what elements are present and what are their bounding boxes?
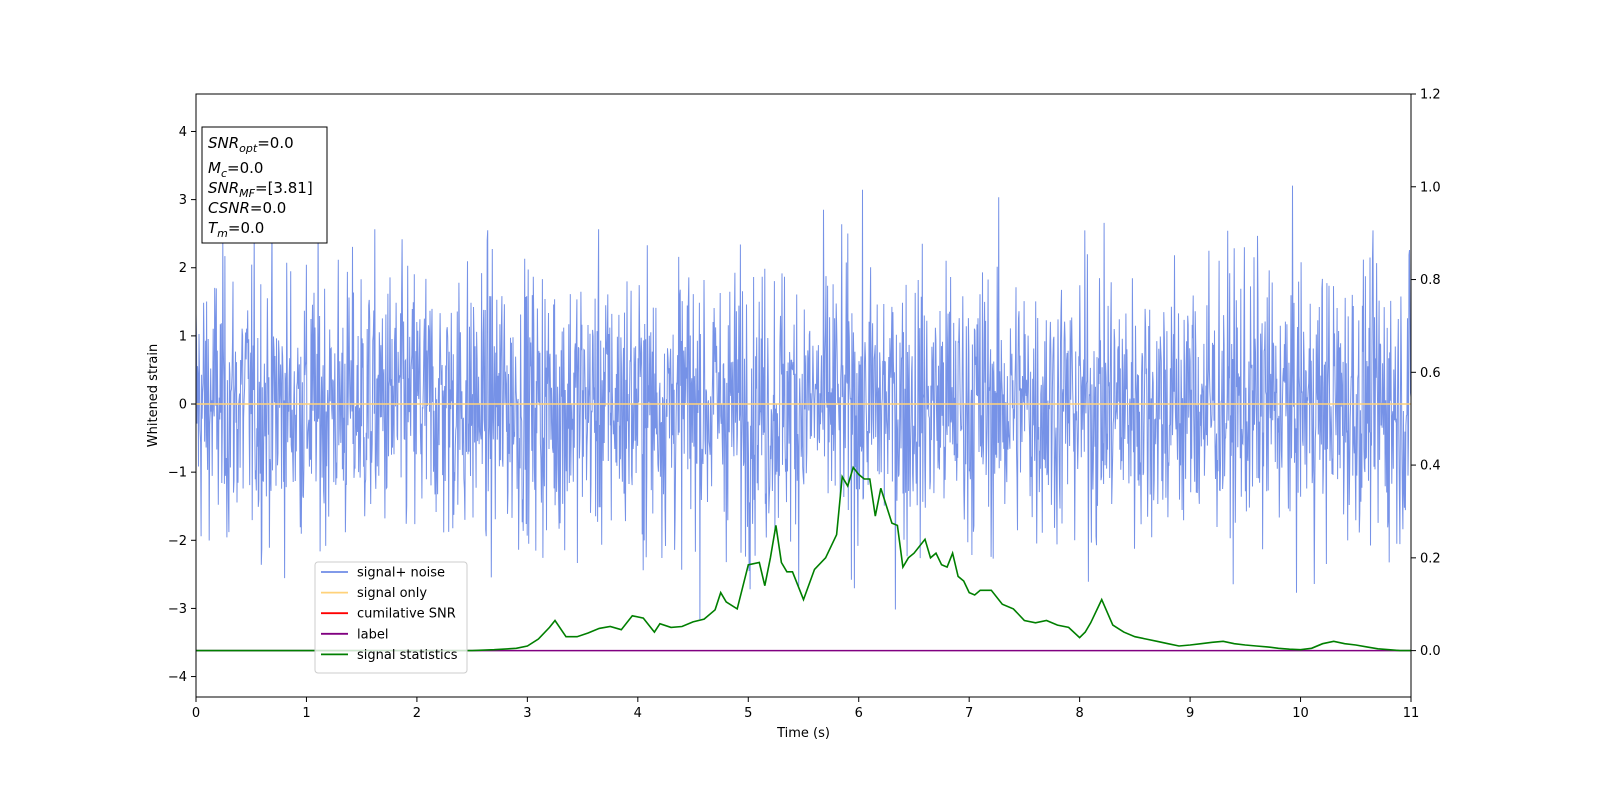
plot-frame <box>195 93 1412 698</box>
x-axis-label: Time (s) <box>776 726 830 741</box>
x-tick-label: 0 <box>192 706 200 721</box>
y-right-tick-label: 1.0 <box>1420 180 1441 195</box>
info-box-frame <box>201 126 328 244</box>
y-axis-label: Whitened strain <box>146 344 161 447</box>
x-tick-label: 10 <box>1292 706 1309 721</box>
y-right-tick-label: 0.4 <box>1420 459 1441 474</box>
info-row: SNRMF=[3.81] <box>208 179 313 200</box>
y-left-tick-label: −3 <box>168 602 187 617</box>
x-tick-label: 2 <box>413 706 421 721</box>
x-tick-label: 5 <box>744 706 752 721</box>
x-tick-label: 1 <box>302 706 310 721</box>
legend: signal+ noise signal only cumilative SNR la… <box>314 561 468 674</box>
axis-ticks: 0 1 2 3 4 5 6 7 8 9 10 11 −4 −3 −2 −1 0 1 2 3 4 0.0 0.2 0.4 0.6 0… <box>168 88 1441 722</box>
info-row: CSNR=0.0 <box>208 199 286 217</box>
x-tick-label: 3 <box>523 706 531 721</box>
x-tick-label: 4 <box>634 706 642 721</box>
y-left-tick-label: 0 <box>179 398 187 413</box>
y-right-tick-label: 0.2 <box>1420 551 1441 566</box>
y-left-tick-label: −1 <box>168 466 187 481</box>
legend-label: label <box>357 627 388 642</box>
signal-noise-series <box>195 185 1412 620</box>
legend-box <box>314 561 468 674</box>
legend-label: signal statistics <box>357 648 458 663</box>
info-row: SNRopt=0.0 <box>208 134 294 155</box>
y-right-tick-label: 0.8 <box>1420 273 1441 288</box>
signal-noise-line <box>195 185 1412 620</box>
y-left-tick-label: 4 <box>179 125 187 140</box>
x-tick-label: 11 <box>1403 706 1420 721</box>
y-left-tick-label: 2 <box>179 261 187 276</box>
y-left-tick-label: −4 <box>168 670 187 685</box>
x-tick-label: 7 <box>965 706 973 721</box>
signal-statistics-line <box>196 465 1411 652</box>
y-right-tick-label: 0.6 <box>1420 366 1441 381</box>
x-tick-label: 6 <box>855 706 863 721</box>
info-row: Mc=0.0 <box>208 159 263 180</box>
legend-label: signal only <box>357 586 427 601</box>
y-left-tick-label: 1 <box>179 329 187 344</box>
legend-label: cumilative SNR <box>357 607 456 622</box>
info-row: Tm=0.0 <box>208 219 264 240</box>
y-right-tick-label: 0.0 <box>1420 644 1441 659</box>
y-left-tick-label: −2 <box>168 534 187 549</box>
y-left-tick-label: 3 <box>179 193 187 208</box>
y-right-tick-label: 1.2 <box>1420 88 1441 103</box>
x-tick-label: 8 <box>1075 706 1083 721</box>
legend-label: signal+ noise <box>357 566 445 581</box>
x-tick-label: 9 <box>1186 706 1194 721</box>
